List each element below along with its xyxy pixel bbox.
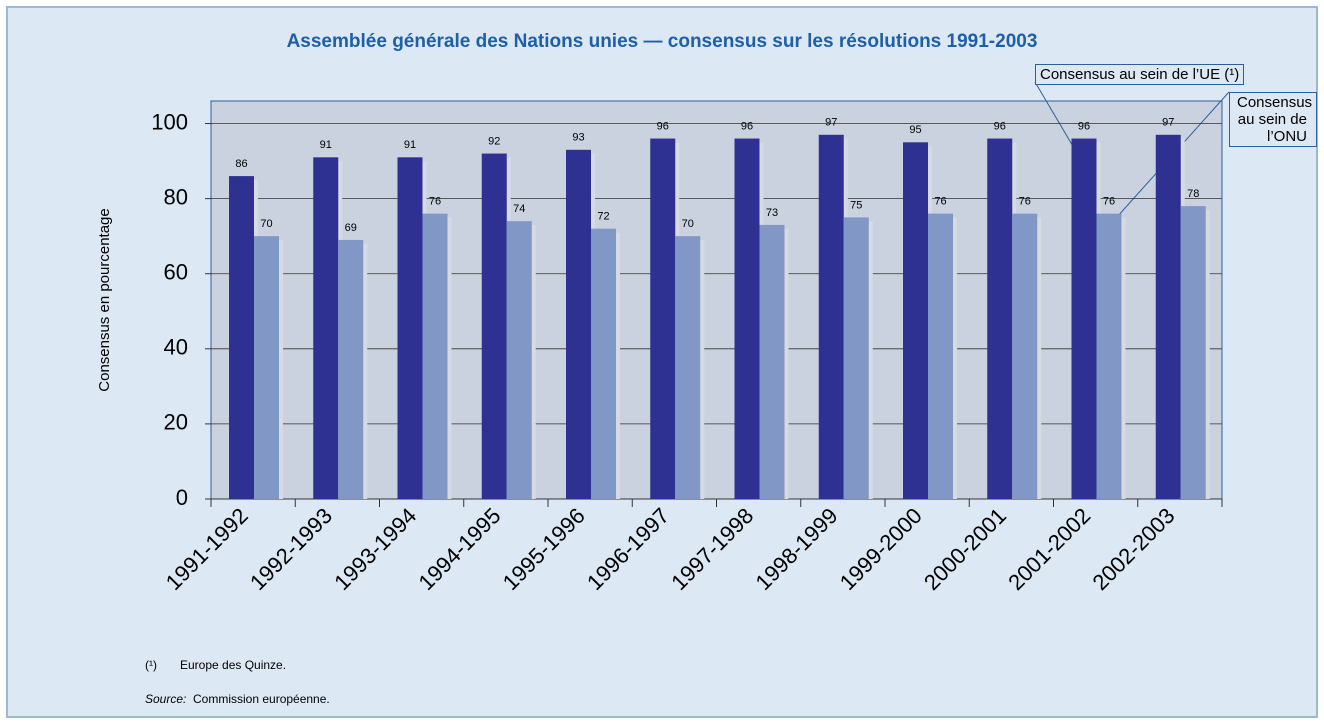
y-tick-label: 0	[176, 485, 188, 510]
legend-entry: Consensus au sein de l’ONU	[1229, 92, 1317, 147]
bar	[759, 224, 785, 500]
footnote-marker: (¹)	[145, 658, 157, 672]
bar	[506, 221, 532, 499]
bar	[338, 239, 364, 499]
value-label: 76	[934, 196, 946, 208]
value-label: 74	[513, 203, 525, 215]
value-label: 69	[345, 222, 357, 234]
plot-area	[210, 100, 1223, 500]
value-label: 72	[597, 211, 609, 223]
value-label: 76	[1019, 196, 1031, 208]
value-label: 93	[572, 132, 584, 144]
bar	[481, 153, 507, 499]
value-label: 96	[1078, 120, 1090, 132]
value-label: 76	[1103, 196, 1115, 208]
bar	[422, 213, 448, 499]
legend-text: Consensus au sein de l’UE (¹)	[1040, 66, 1240, 83]
source-text: Commission européenne.	[193, 692, 330, 706]
legend-entry: Consensus au sein de l’UE (¹)	[1035, 64, 1245, 85]
value-label: 76	[429, 196, 441, 208]
y-tick-label: 40	[164, 335, 188, 360]
bar	[928, 213, 953, 499]
bar	[818, 134, 844, 499]
bar	[1155, 134, 1181, 499]
chart-title: Assemblée générale des Nations unies — c…	[287, 31, 1038, 52]
y-tick-label: 100	[151, 109, 188, 134]
bar	[566, 149, 591, 499]
y-axis-label: Consensus en pourcentage	[96, 208, 113, 391]
bar	[1012, 213, 1038, 499]
value-label: 91	[404, 139, 416, 151]
bar	[1096, 213, 1122, 499]
legend-text: Consensus au sein de l’ONU	[1237, 94, 1313, 145]
value-label: 95	[909, 124, 921, 136]
y-tick-label: 60	[164, 260, 188, 285]
value-label: 97	[825, 117, 837, 129]
bar	[313, 157, 339, 500]
value-label: 78	[1187, 188, 1199, 200]
source-label: Source:	[145, 692, 186, 706]
value-label: 91	[320, 139, 332, 151]
bar	[591, 228, 616, 499]
value-label: 75	[850, 199, 862, 211]
bar	[1180, 206, 1206, 499]
bar	[650, 138, 676, 499]
y-tick-label: 20	[164, 410, 188, 435]
value-label: 70	[260, 218, 272, 230]
value-label: 86	[235, 158, 247, 170]
y-tick-label: 80	[164, 184, 188, 209]
bar	[987, 138, 1013, 499]
value-label: 96	[994, 120, 1006, 132]
bar	[903, 142, 928, 499]
bar	[734, 138, 760, 499]
bar	[1071, 138, 1097, 499]
value-label: 96	[741, 120, 753, 132]
value-label: 92	[488, 135, 500, 147]
footnote-text: Europe des Quinze.	[180, 658, 286, 672]
bar	[229, 176, 254, 499]
bar	[397, 157, 423, 500]
value-label: 97	[1162, 117, 1174, 129]
value-label: 96	[657, 120, 669, 132]
value-label: 70	[682, 218, 694, 230]
bar	[675, 236, 701, 500]
bar	[254, 236, 279, 500]
value-label: 73	[766, 207, 778, 219]
bar	[843, 217, 869, 499]
